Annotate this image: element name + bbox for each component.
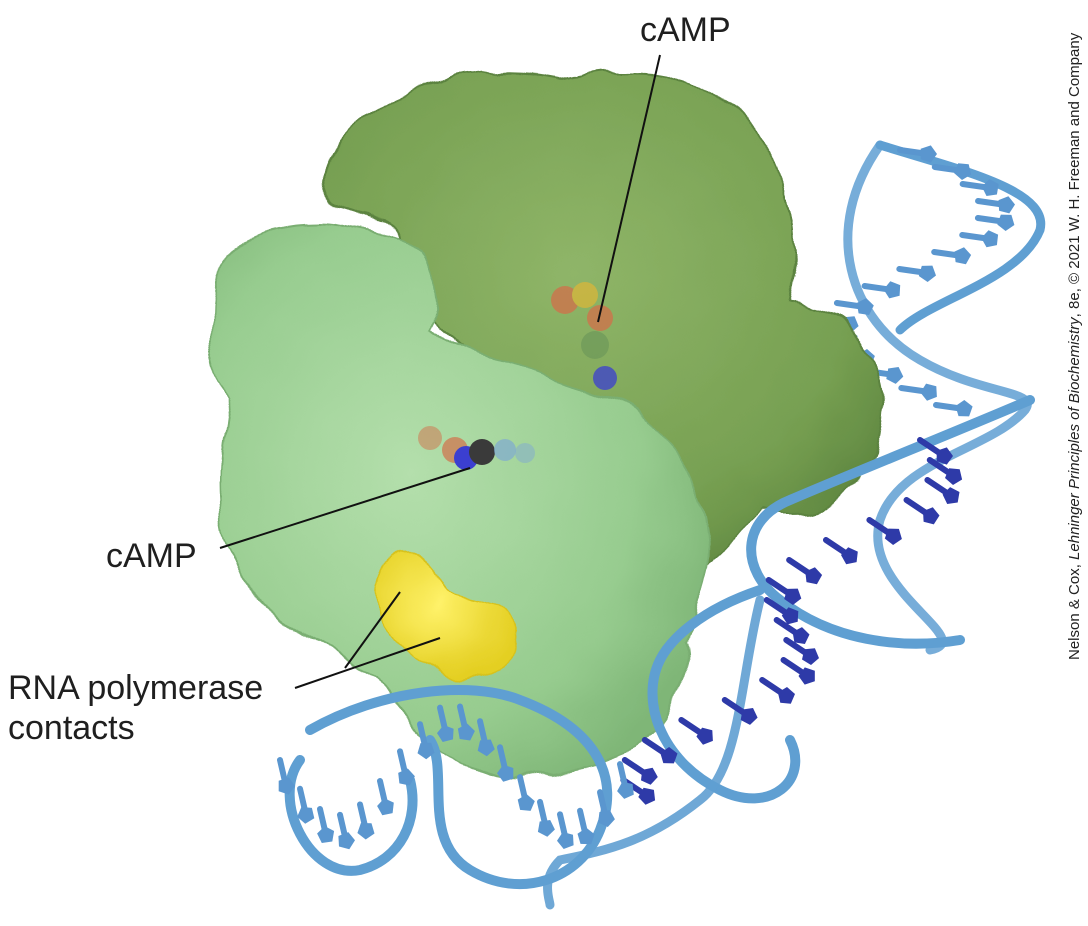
dna-base-ring [537,820,555,837]
dna-base-ring [936,447,953,465]
dna-base-ring [557,832,574,849]
dna-base-ring [641,767,658,785]
camp-molecule-upper [551,282,617,390]
leader-line-camp-left [219,467,471,549]
dna-base-ring [945,468,963,485]
dna-double-helix-back [818,140,1046,655]
dna-base-ring [696,727,713,745]
dna-backbone-front-bottom [305,685,613,889]
dna-base-ring [805,567,823,585]
dna-double-helix-front [277,395,1035,910]
label-camp-left: cAMP [106,537,197,575]
dna-backbone-back-right [843,140,1032,655]
dna-base-ring [457,723,475,741]
dna-base-ring [942,487,960,504]
dna-base-ring [598,810,615,827]
label-rnap-line1: RNA polymerase [8,669,264,707]
dna-backbone-front-mid [543,595,765,910]
dna-base-ring [784,588,802,605]
dna-base-ring [617,781,634,799]
dna-base-ring [437,725,454,742]
dna-bases-upper [818,145,1015,417]
dna-backbone-front-lower [647,585,801,804]
dna-bases-dark [620,437,963,805]
dna-base-ring [338,832,355,850]
dna-base-ring [998,196,1015,214]
dna-base-ring [920,383,937,401]
cap-subunit-light [206,222,710,780]
leader-line-rnap-1 [344,591,401,669]
dna-base-ring [884,528,902,545]
dna-base-ring [981,179,999,196]
copyright-credit: Nelson & Cox, Lehninger Principles of Bi… [1066,33,1083,660]
dna-base-ring [398,768,415,786]
dna-base-ring [577,827,595,845]
credit-prefix: Nelson & Cox, [1066,559,1083,660]
dna-base-ring [883,281,901,299]
dna-base-ring [918,265,936,282]
dna-base-ring [955,400,973,417]
dna-base-ring [856,298,874,315]
leader-lines [219,54,661,689]
label-rna-polymerase-contacts: RNA polymerase contacts [8,668,263,748]
credit-suffix: , 8e, © 2021 W. H. Freeman and Company [1066,32,1083,318]
dna-base-ring [886,367,904,384]
dna-base-ring [781,607,799,625]
dna-base-ring [357,823,375,840]
dna-base-ring [638,787,656,805]
dna-base-ring [517,794,535,811]
dna-base-ring [798,667,815,685]
dna-base-ring [660,747,678,764]
dna-base-ring [954,163,972,180]
dna-base-ring [923,507,940,525]
dna-backbone-front-far-left [284,755,418,876]
label-camp-top: cAMP [640,11,731,49]
dna-base-ring [920,145,937,163]
dna-base-ring [278,777,295,795]
dna-base-ring [841,547,858,565]
leader-line-camp-top [597,54,661,323]
dna-base-ring [477,739,495,757]
dna-base-ring [497,764,514,782]
dna-base-ring [297,807,315,824]
dna-base-ring [954,247,972,265]
dna-base-ring [777,687,795,704]
dna-base-ring [997,214,1015,231]
dna-base-ring [981,230,999,248]
camp-molecule-lower [418,426,535,470]
dna-base-ring [740,708,758,725]
dna-base-ring [377,798,394,816]
dna-base-ring [792,627,810,644]
dna-base-ring [317,826,335,843]
leader-line-rnap-2 [294,637,441,689]
credit-title: Lehninger Principles of Biochemistry [1066,317,1083,560]
dna-base-ring [417,742,435,760]
dna-base-ring [802,648,819,665]
label-rnap-line2: contacts [8,709,135,747]
dna-bases-lower [277,703,634,850]
